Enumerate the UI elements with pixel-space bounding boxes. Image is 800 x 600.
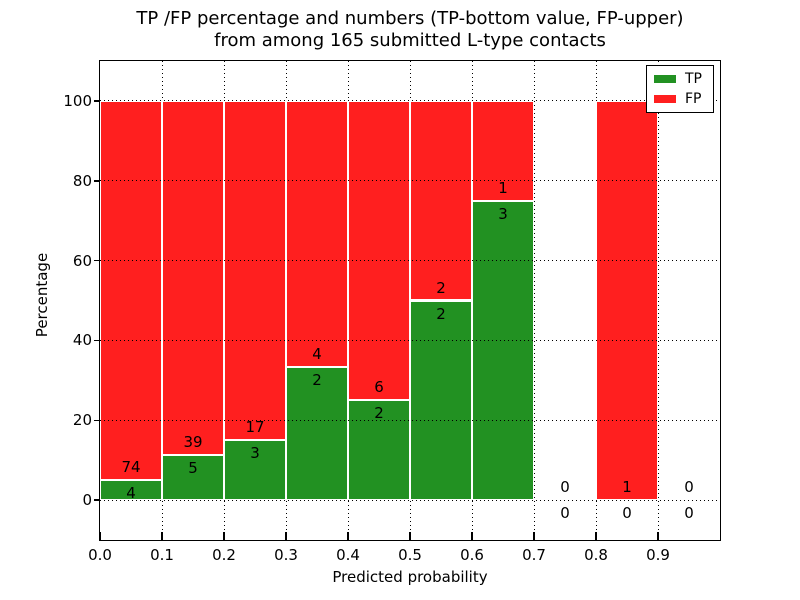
chart-title-line2: from among 165 submitted L-type contacts: [214, 30, 606, 51]
horizontal-gridline: [100, 180, 720, 182]
bar-segment-tp: [162, 454, 224, 501]
fp-count-label: 6: [374, 378, 384, 397]
x-tick-label: 0.6: [460, 546, 484, 564]
x-tick-mark: [285, 532, 287, 540]
x-tick-label: 0.8: [584, 546, 608, 564]
x-tick-label: 0.5: [398, 546, 422, 564]
vertical-gridline: [533, 61, 535, 540]
x-tick-mark: [533, 532, 535, 540]
y-tick-label: 80: [72, 171, 92, 190]
bar-segment-tp: [410, 300, 472, 501]
legend-label: FP: [685, 91, 702, 107]
bar-segment-fp: [162, 100, 224, 455]
y-tick-mark: [94, 180, 100, 182]
bar-segment-fp: [348, 100, 410, 401]
fp-count-label: 74: [121, 457, 141, 476]
fp-count-label: 2: [436, 278, 446, 297]
tp-count-label: 3: [498, 204, 508, 223]
x-tick-mark: [595, 532, 597, 540]
bar-segment-tp: [100, 479, 162, 501]
tp-count-label: 3: [250, 444, 260, 463]
legend-row: TP: [654, 72, 713, 86]
tp-count-label: 5: [188, 458, 198, 477]
bar-segment-tp: [286, 367, 348, 501]
horizontal-gridline: [100, 260, 720, 262]
bar-segment-fp: [596, 100, 658, 501]
x-tick-label: 0.4: [336, 546, 360, 564]
y-tick-mark: [94, 419, 100, 421]
legend-swatch-tp: [654, 75, 676, 83]
chart-title: TP /FP percentage and numbers (TP-bottom…: [100, 8, 720, 52]
y-tick-label: 60: [72, 251, 92, 270]
fp-count-label: 39: [183, 432, 203, 451]
legend: TP FP: [646, 65, 714, 113]
tp-count-label: 0: [560, 504, 570, 523]
x-tick-mark: [161, 532, 163, 540]
y-tick-mark: [94, 339, 100, 342]
x-tick-mark: [223, 532, 225, 540]
legend-swatch-fp: [654, 95, 676, 103]
bar-segment-fp: [410, 100, 472, 301]
x-tick-mark: [409, 532, 411, 540]
fp-count-label: 0: [560, 478, 570, 497]
horizontal-gridline: [100, 100, 720, 102]
y-tick-label: 100: [63, 91, 92, 110]
x-tick-label: 0.9: [646, 546, 670, 564]
bar-segment-tp: [348, 400, 410, 501]
x-tick-mark: [471, 532, 473, 540]
y-tick-label: 0: [82, 491, 92, 510]
tp-count-label: 0: [622, 504, 632, 523]
x-tick-label: 0.3: [274, 546, 298, 564]
y-tick-label: 20: [72, 411, 92, 430]
fp-count-label: 1: [622, 478, 632, 497]
tp-count-label: 2: [436, 304, 446, 323]
x-tick-label: 0.7: [522, 546, 546, 564]
x-tick-mark: [99, 532, 101, 540]
fp-count-label: 4: [312, 345, 322, 364]
tp-count-label: 4: [126, 483, 136, 502]
y-tick-mark: [94, 499, 100, 501]
y-tick-mark: [94, 259, 100, 262]
horizontal-gridline: [100, 339, 720, 341]
bar-segment-fp: [472, 100, 534, 201]
bar-segment-tp: [472, 200, 534, 501]
y-axis-label: Percentage: [33, 252, 51, 338]
x-tick-label: 0.1: [150, 546, 174, 564]
x-axis-label: Predicted probability: [332, 568, 488, 586]
tp-count-label: 2: [312, 371, 322, 390]
bar-segment-fp: [286, 100, 348, 368]
y-tick-mark: [94, 100, 100, 102]
fp-count-label: 0: [684, 478, 694, 497]
legend-row: FP: [654, 92, 713, 106]
x-tick-label: 0.2: [212, 546, 236, 564]
y-tick-label: 40: [72, 331, 92, 350]
tp-count-label: 2: [374, 404, 384, 423]
horizontal-gridline: [100, 419, 720, 421]
x-tick-mark: [657, 532, 659, 540]
horizontal-gridline: [100, 499, 720, 501]
tp-count-label: 0: [684, 504, 694, 523]
legend-label: TP: [685, 71, 702, 87]
fp-count-label: 1: [498, 178, 508, 197]
fp-count-label: 17: [245, 418, 265, 437]
x-tick-mark: [347, 532, 349, 540]
bar-segment-fp: [100, 100, 162, 480]
x-tick-label: 0.0: [88, 546, 112, 564]
chart-title-line1: TP /FP percentage and numbers (TP-bottom…: [136, 8, 684, 29]
vertical-gridline: [657, 61, 659, 540]
bar-segment-fp: [224, 100, 286, 441]
